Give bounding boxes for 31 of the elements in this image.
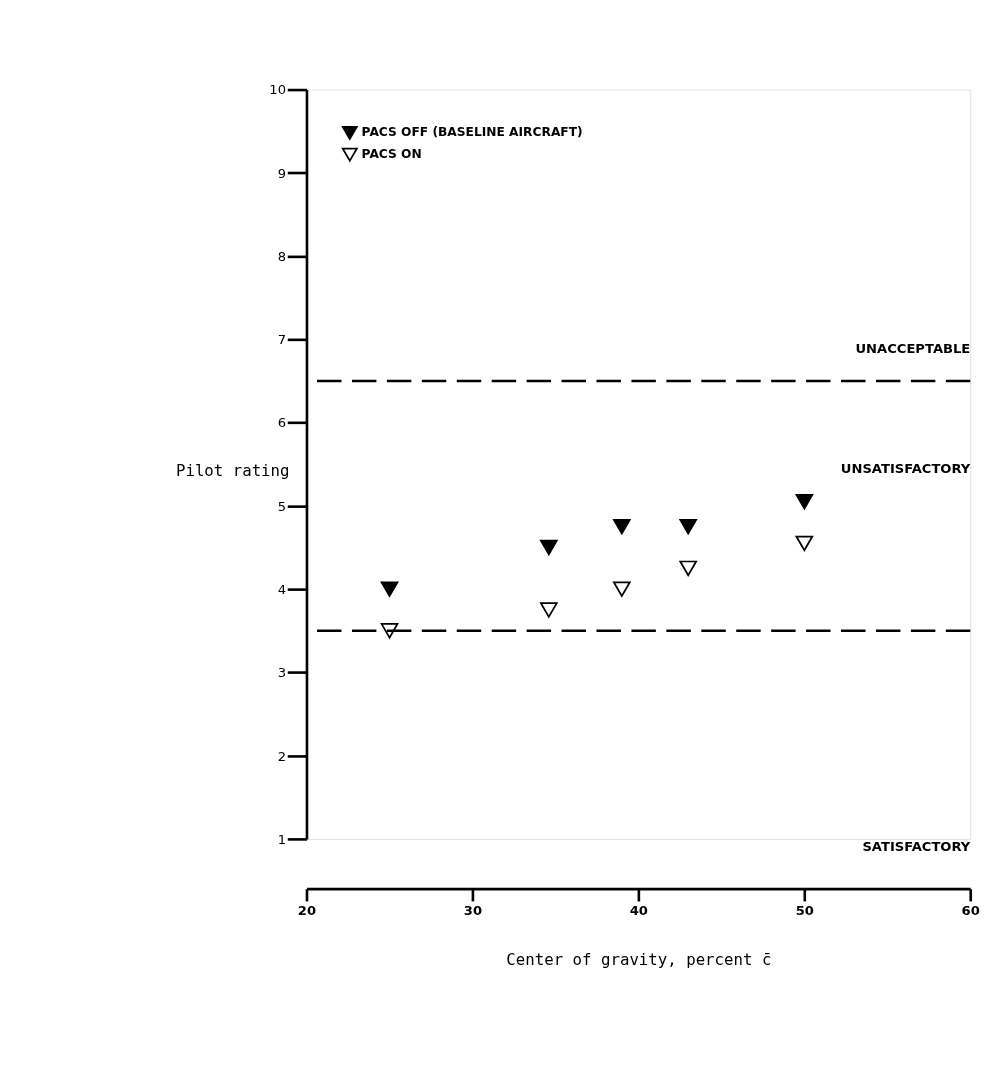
- point: [380, 581, 399, 597]
- x-tick-label: 60: [961, 903, 980, 919]
- x-tick-label: 30: [463, 903, 483, 919]
- point: [795, 535, 814, 552]
- x-axis-title: Center of gravity, percent c̄: [506, 950, 772, 970]
- y-tick-label: 5: [277, 498, 287, 514]
- point: [795, 494, 814, 510]
- y-axis-title: Pilot rating: [175, 461, 290, 481]
- annotation: UNSATISFACTORY: [840, 460, 971, 476]
- y-tick-label: 10: [269, 82, 287, 98]
- y-tick-label: 6: [277, 415, 287, 431]
- y-tick-label: 1: [277, 831, 287, 847]
- y-tick-label: 3: [277, 665, 287, 681]
- point: [679, 518, 698, 535]
- y-tick-label: 2: [277, 748, 287, 764]
- y-tick-label: 8: [277, 248, 287, 264]
- y-tick-label: 4: [277, 581, 287, 597]
- point: [540, 539, 558, 556]
- annotation: SATISFACTORY: [862, 839, 971, 855]
- y-tick-label: 7: [277, 332, 287, 348]
- point: [613, 581, 631, 597]
- point: [613, 518, 631, 535]
- x-tick-label: 20: [297, 903, 317, 919]
- legend-label: PACS ON: [361, 147, 422, 162]
- point: [540, 602, 558, 618]
- legend-label: PACS OFF (BASELINE AIRCRAFT): [361, 125, 583, 140]
- annotation: UNACCEPTABLE: [855, 341, 971, 357]
- point: [679, 560, 698, 577]
- x-tick-label: 40: [629, 903, 648, 919]
- x-tick-label: 50: [795, 903, 814, 919]
- y-tick-label: 9: [277, 165, 287, 181]
